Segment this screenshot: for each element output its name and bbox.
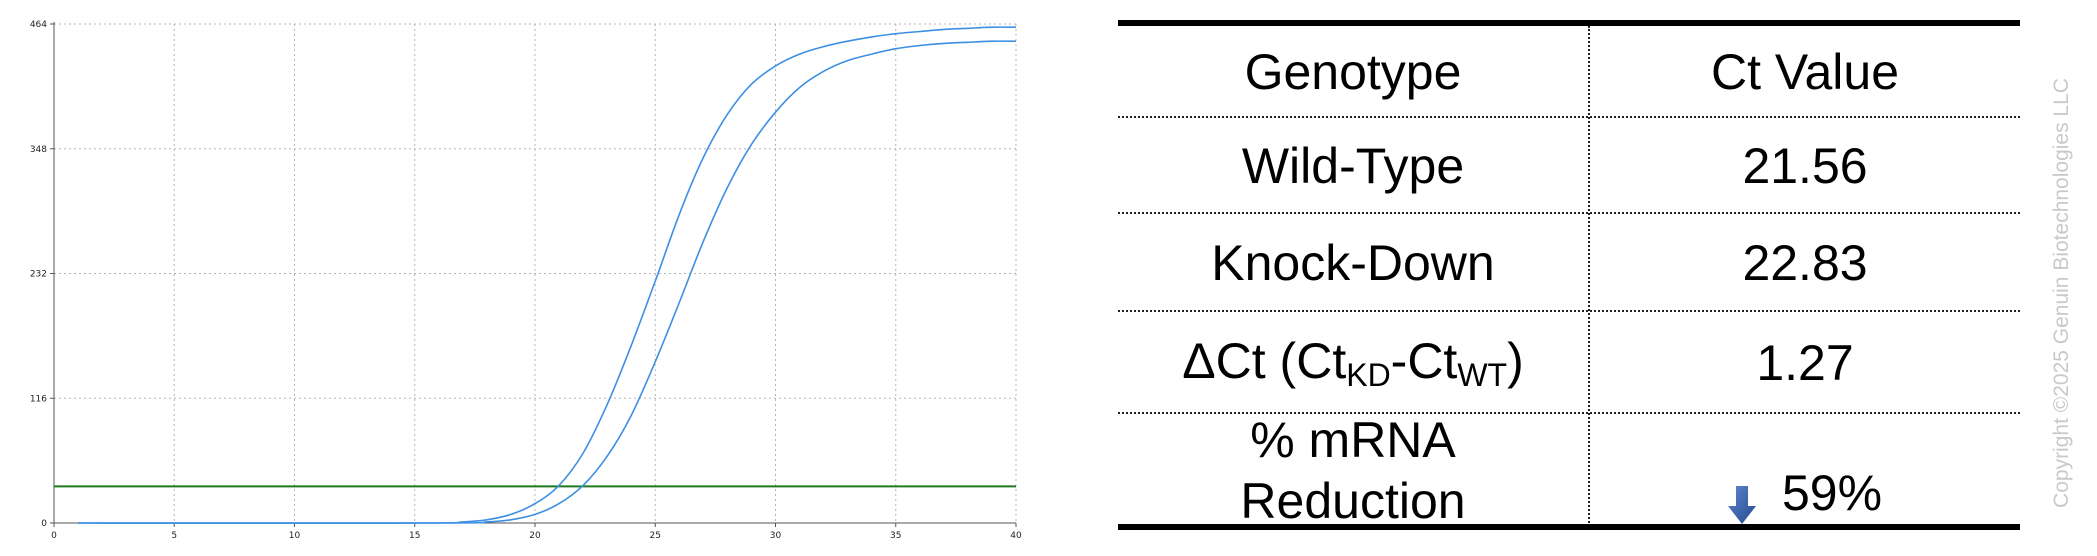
x-tick-label: 35 (890, 531, 901, 541)
amplification-plot: 0 5 10 15 20 25 30 35 40 0 116 232 348 464 (30, 20, 1022, 541)
mrna-reduction-line2: Reduction (1240, 473, 1466, 529)
mrna-reduction-value: 59% (1781, 465, 1883, 521)
y-tick-label: 116 (30, 394, 47, 404)
column-divider (1588, 26, 1590, 526)
row-value-delta-ct: 1.27 (1756, 334, 1854, 391)
delta-ct-suffix: ) (1507, 332, 1524, 389)
row-label-knock-down: Knock-Down (1211, 234, 1495, 291)
y-tick-label: 0 (41, 519, 47, 529)
ct-value-table: Genotype Ct Value Wild-Type 21.56 Knock-… (1118, 20, 2020, 530)
x-tick-label: 20 (529, 531, 541, 541)
amplification-curve-2 (77, 40, 1017, 524)
row-value-mrna-reduction: 59% (1590, 416, 2020, 526)
x-tick-label: 5 (171, 531, 177, 541)
x-tick-label: 15 (409, 531, 420, 541)
row-value-wild-type: 21.56 (1742, 137, 1868, 194)
row-divider (1118, 412, 2020, 414)
header-ct-value: Ct Value (1710, 43, 1900, 100)
copyright-watermark: Copyright ©2025 Genuin Biotechnologies L… (2050, 78, 2073, 508)
y-tick-label: 348 (30, 145, 47, 155)
down-arrow-icon (1727, 486, 1756, 524)
x-tick-label: 25 (650, 531, 661, 541)
row-label-mrna-reduction: % mRNA Reduction (1118, 412, 1588, 529)
row-value-knock-down: 22.83 (1742, 234, 1868, 291)
row-divider (1118, 212, 2020, 214)
table-top-rule (1118, 20, 2020, 26)
amplification-chart: 0 5 10 15 20 25 30 35 40 0 116 232 348 464 (0, 0, 1040, 556)
row-divider (1118, 310, 2020, 312)
x-tick-label: 10 (289, 531, 301, 541)
table-bottom-rule (1118, 524, 2020, 530)
header-genotype: Genotype (1244, 43, 1462, 100)
mrna-reduction-line1: % mRNA (1250, 412, 1456, 468)
row-label-delta-ct: ΔCt (CtKD-CtWT) (1118, 314, 1588, 412)
amplification-curve-1 (77, 26, 1017, 524)
delta-ct-subscript-wt: WT (1457, 356, 1508, 393)
delta-ct-prefix: ΔCt (Ct (1182, 332, 1347, 389)
x-tick-label: 40 (1010, 531, 1022, 541)
x-tick-label: 30 (770, 531, 782, 541)
y-tick-label: 464 (30, 20, 47, 30)
x-tick-label: 0 (51, 531, 57, 541)
row-label-wild-type: Wild-Type (1241, 137, 1465, 194)
row-divider (1118, 116, 2020, 118)
delta-ct-mid: -Ct (1390, 332, 1458, 389)
y-tick-label: 232 (30, 270, 47, 280)
delta-ct-subscript-kd: KD (1346, 356, 1391, 393)
